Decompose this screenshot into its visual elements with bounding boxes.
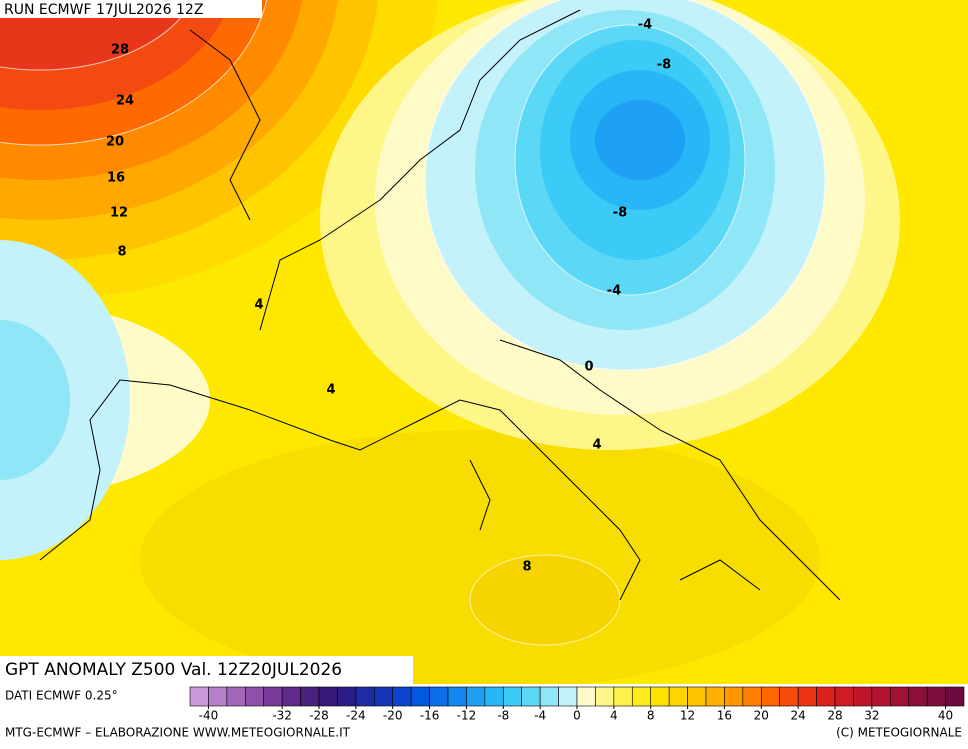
colorbar-tick-label: -28 (309, 709, 329, 723)
colorbar-swatch (926, 686, 946, 707)
colorbar-tick-label: -4 (534, 709, 546, 723)
colorbar-swatch (410, 686, 430, 707)
colorbar-swatch (945, 686, 965, 707)
footer-left: MTG-ECMWF – ELABORAZIONE WWW.METEOGIORNA… (5, 726, 351, 740)
contour-label: 0 (584, 360, 593, 375)
colorbar-tick-label: -16 (420, 709, 440, 723)
map-title: GPT ANOMALY Z500 Val. 12Z20JUL2026 (5, 660, 342, 680)
run-label: RUN ECMWF 17JUL2026 12Z (4, 2, 203, 18)
colorbar: -40 -32 -28 -24 -20 -16 -12 -8 -4 0 4 8 12 16 20 24 28 32… (189, 686, 965, 723)
colorbar-swatch (373, 686, 394, 707)
colorbar-swatch (576, 686, 596, 707)
contour-label: 4 (592, 438, 601, 453)
colorbar-tick-label: 12 (680, 709, 695, 723)
colorbar-swatch (705, 686, 725, 707)
colorbar-tick-label: 24 (791, 709, 806, 723)
colorbar-swatch (355, 686, 375, 707)
contour-label: -4 (607, 284, 621, 299)
colorbar-swatch (908, 686, 928, 707)
colorbar-swatch (539, 686, 559, 707)
colorbar-tick-label: -20 (383, 709, 403, 723)
map: 28 24 20 16 12 8 4 4 -4 -8 -8 -4 0 4 8 (0, 0, 968, 684)
colorbar-swatch (631, 686, 652, 707)
colorbar-swatch (595, 686, 615, 707)
colorbar-tick-label: -8 (497, 709, 509, 723)
colorbar-swatch (300, 686, 320, 707)
colorbar-swatch (834, 686, 854, 707)
colorbar-swatch (318, 686, 338, 707)
run-box (0, 0, 262, 18)
colorbar-swatch (226, 686, 246, 707)
colorbar-swatch (521, 686, 541, 707)
colorbar-tick-label: -12 (457, 709, 477, 723)
colorbar-swatch (337, 686, 357, 707)
colorbar-swatch (779, 686, 799, 707)
colorbar-swatch (613, 686, 633, 707)
colorbar-swatch (502, 686, 523, 707)
colorbar-tick-label: -32 (272, 709, 292, 723)
contour-labels: 28 24 20 16 12 8 4 4 -4 -8 -8 -4 0 4 8 (106, 18, 671, 575)
colorbar-swatch (392, 686, 412, 707)
colorbar-swatch (558, 686, 578, 707)
colorbar-swatch (871, 686, 891, 707)
colorbar-tick-label: -40 (199, 709, 219, 723)
contour-label: 8 (522, 560, 531, 575)
source-label: DATI ECMWF 0.25° (5, 689, 118, 703)
title-box (0, 656, 413, 684)
colorbar-tick-label: 28 (827, 709, 842, 723)
colorbar-swatch (281, 686, 301, 707)
colorbar-swatch (724, 686, 744, 707)
colorbar-swatch (208, 686, 228, 707)
colorbar-swatch (668, 686, 688, 707)
colorbar-swatch (889, 686, 910, 707)
colorbar-tick-label: 32 (864, 709, 879, 723)
colorbar-tick-label: 8 (647, 709, 655, 723)
colorbar-swatch (816, 686, 836, 707)
contour-label: 16 (107, 171, 125, 186)
colorbar-swatch (687, 686, 707, 707)
colorbar-swatch (429, 686, 449, 707)
colorbar-tick-label: 20 (754, 709, 769, 723)
contour-label: 4 (326, 383, 335, 398)
colorbar-swatch (244, 686, 265, 707)
contour-label: 24 (116, 94, 134, 109)
contour-label: -8 (613, 206, 627, 221)
colorbar-swatch (484, 686, 504, 707)
contour-label: 28 (111, 43, 129, 58)
contour-label: 4 (254, 298, 263, 313)
colorbar-swatch (742, 686, 762, 707)
contour-label: 20 (106, 135, 124, 150)
colorbar-swatch (760, 686, 781, 707)
colorbar-swatch (263, 686, 283, 707)
contour-label: 12 (110, 206, 128, 221)
colorbar-tick-label: 4 (610, 709, 618, 723)
colorbar-swatch (189, 686, 209, 707)
footer-right: (C) METEOGIORNALE (836, 726, 962, 740)
colorbar-swatch (650, 686, 670, 707)
colorbar-tick-label: 40 (938, 709, 953, 723)
colorbar-swatch (447, 686, 467, 707)
colorbar-tick-label: -24 (346, 709, 366, 723)
colorbar-swatch (853, 686, 873, 707)
contour-label: -4 (638, 18, 652, 33)
colorbar-tick-label: 16 (717, 709, 732, 723)
colorbar-tick-label: 0 (573, 709, 581, 723)
colorbar-swatch (797, 686, 817, 707)
contour-label: -8 (657, 58, 671, 73)
colorbar-swatch (466, 686, 486, 707)
contour-label: 8 (117, 245, 126, 260)
